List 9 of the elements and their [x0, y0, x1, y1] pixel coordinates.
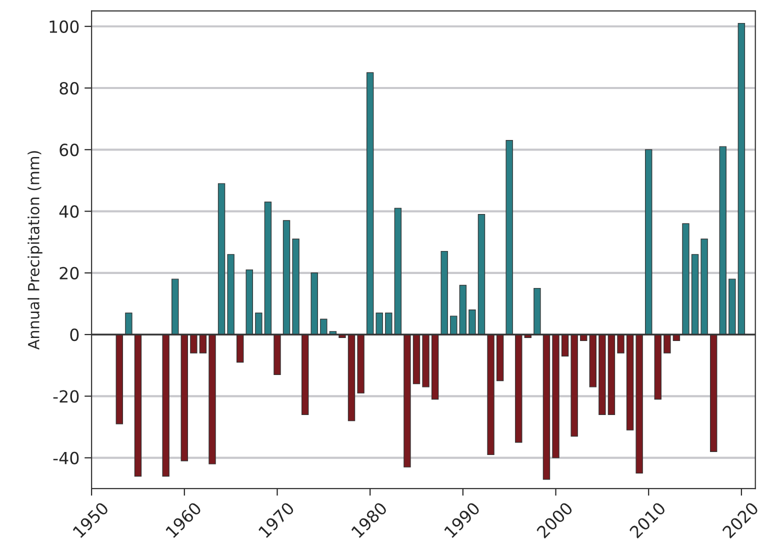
y-tick-label: 20: [60, 266, 79, 280]
y-tick-label: -20: [53, 390, 79, 403]
y-tick-label: 80: [60, 82, 79, 95]
y-tick-label: 60: [60, 144, 79, 156]
y-tick-label: 100: [50, 20, 79, 33]
y-tick-label: 40: [59, 205, 79, 218]
y-tick-label: 0: [70, 328, 79, 342]
y-axis-title: Annual Precipitation (mm): [28, 151, 42, 350]
y-tick-label: -40: [53, 452, 79, 464]
